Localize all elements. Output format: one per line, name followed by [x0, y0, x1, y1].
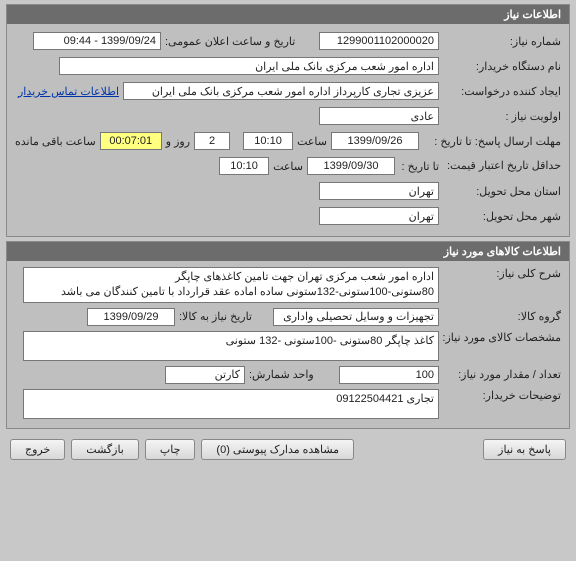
min-credit-date: 1399/09/30 — [307, 157, 395, 175]
announce-label: تاریخ و ساعت اعلان عمومی: — [165, 35, 315, 48]
remaining-label: ساعت باقی مانده — [15, 135, 96, 148]
button-bar: خروج بازگشت چاپ مشاهده مدارک پیوستی (0) … — [0, 433, 576, 468]
spec-value: کاغذ چاپگر 80ستونی -100ستونی -132 ستونی — [23, 331, 439, 361]
deadline-time-label: ساعت — [297, 135, 327, 148]
back-button[interactable]: بازگشت — [71, 439, 139, 460]
province-label: استان محل تحویل: — [443, 185, 561, 198]
creator-value: عزیزی تجاری کارپرداز اداره امور شعب مرکز… — [123, 82, 439, 100]
unit-value: کارتن — [165, 366, 245, 384]
goods-info-header: اطلاعات کالاهای مورد نیاز — [7, 242, 569, 261]
print-button[interactable]: چاپ — [145, 439, 196, 460]
org-value: اداره امور شعب مرکزی بانک ملی ایران — [59, 57, 439, 75]
need-number-label: شماره نیاز: — [443, 35, 561, 48]
exit-button[interactable]: خروج — [10, 439, 65, 460]
group-label: گروه کالا: — [443, 310, 561, 323]
province-value: تهران — [319, 182, 439, 200]
need-info-panel: اطلاعات نیاز شماره نیاز: 129900110200002… — [6, 4, 570, 237]
deadline-date: 1399/09/26 — [331, 132, 419, 150]
min-credit-time-label: ساعت — [273, 160, 303, 173]
spec-label: مشخصات کالای مورد نیاز: — [443, 331, 561, 344]
buyer-contact-link[interactable]: اطلاعات تماس خریدار — [18, 85, 119, 98]
days-remaining: 2 — [194, 132, 230, 150]
goods-info-panel: اطلاعات کالاهای مورد نیاز شرح کلی نیاز: … — [6, 241, 570, 429]
deadline-time: 10:10 — [243, 132, 293, 150]
min-credit-label: حداقل تاریخ اعتبار قیمت: — [443, 160, 561, 172]
priority-value: عادی — [319, 107, 439, 125]
creator-label: ایجاد کننده درخواست: — [443, 85, 561, 98]
need-date-value: 1399/09/29 — [87, 308, 175, 326]
city-label: شهر محل تحویل: — [443, 210, 561, 223]
unit-label: واحد شمارش: — [249, 368, 335, 381]
respond-button[interactable]: پاسخ به نیاز — [483, 439, 566, 460]
priority-label: اولویت نیاز : — [443, 110, 561, 123]
need-info-header: اطلاعات نیاز — [7, 5, 569, 24]
qty-label: تعداد / مقدار مورد نیاز: — [443, 368, 561, 381]
desc-label: شرح کلی نیاز: — [443, 267, 561, 280]
announce-value: 1399/09/24 - 09:44 — [33, 32, 161, 50]
min-credit-to-label: تا تاریخ : — [399, 160, 439, 173]
city-value: تهران — [319, 207, 439, 225]
desc-value: اداره امور شعب مرکزی تهران جهت تامین کاغ… — [23, 267, 439, 303]
attachments-button[interactable]: مشاهده مدارک پیوستی (0) — [201, 439, 354, 460]
buyer-notes-label: توضیحات خریدار: — [443, 389, 561, 402]
need-number-value: 1299001102000020 — [319, 32, 439, 50]
need-date-label: تاریخ نیاز به کالا: — [179, 310, 269, 323]
buyer-notes-value: تجاری 09122504421 — [23, 389, 439, 419]
group-value: تجهیزات و وسایل تحصیلی واداری — [273, 308, 439, 326]
days-label: روز و — [166, 135, 190, 148]
time-remaining: 00:07:01 — [100, 132, 162, 150]
min-credit-time: 10:10 — [219, 157, 269, 175]
deadline-label: مهلت ارسال پاسخ: تا تاریخ : — [423, 135, 561, 148]
qty-value: 100 — [339, 366, 439, 384]
org-label: نام دستگاه خریدار: — [443, 60, 561, 73]
